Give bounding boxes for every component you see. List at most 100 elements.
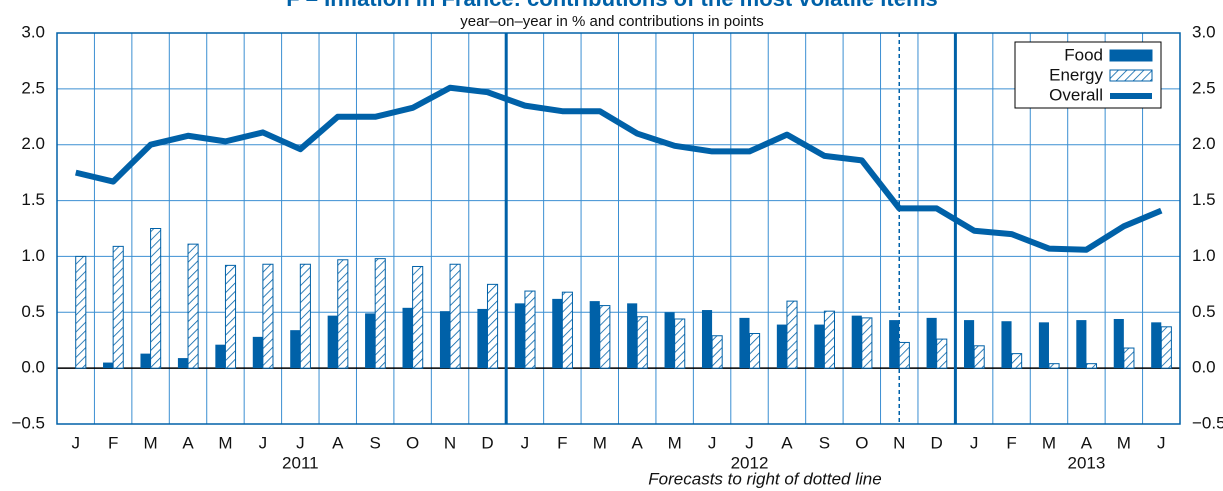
bar <box>524 290 536 369</box>
bar <box>674 318 686 369</box>
x-tick-label: J <box>259 433 268 452</box>
x-tick-label: A <box>632 433 644 452</box>
bar <box>103 362 114 369</box>
bar <box>1123 347 1135 369</box>
y-tick-label: 3.0 <box>21 22 45 41</box>
bar <box>327 315 338 369</box>
bar <box>365 313 376 369</box>
legend-swatch <box>1109 49 1153 62</box>
bar <box>749 333 761 369</box>
bar <box>402 307 413 369</box>
x-tick-label: J <box>708 433 717 452</box>
y-tick-label-right: 2.0 <box>1192 134 1216 153</box>
footnote: Forecasts to right of dotted line <box>648 469 881 488</box>
y-tick-label-right: −0.5 <box>1192 413 1223 432</box>
line <box>75 84 1163 253</box>
y-tick-label: 1.5 <box>21 190 45 209</box>
bar <box>449 263 461 369</box>
bar <box>898 341 910 369</box>
y-tick-label-right: 3.0 <box>1192 22 1216 41</box>
bar <box>412 265 424 369</box>
x-tick-label: M <box>218 433 232 452</box>
x-tick-label: M <box>1117 433 1131 452</box>
bar <box>262 263 274 369</box>
y-tick-label-right: 1.0 <box>1192 246 1216 265</box>
bar <box>599 305 611 369</box>
x-tick-label: A <box>1081 433 1093 452</box>
bar <box>664 312 675 369</box>
x-tick-label: J <box>970 433 979 452</box>
legend-label: Food <box>1064 45 1103 64</box>
x-tick-label: M <box>143 433 157 452</box>
y-tick-label-right: 0.5 <box>1192 302 1216 321</box>
bar <box>739 317 750 369</box>
x-tick-label: N <box>893 433 905 452</box>
y-tick-label: −0.5 <box>11 413 45 432</box>
y-tick-label: 1.0 <box>21 246 45 265</box>
bar <box>814 324 825 369</box>
bar <box>337 259 349 369</box>
bar <box>1011 353 1023 369</box>
x-tick-label: J <box>1157 433 1166 452</box>
legend-label: Energy <box>1049 65 1103 84</box>
bar <box>701 310 713 369</box>
subtitle: year–on–year in % and contributions in p… <box>460 13 764 30</box>
bar <box>1085 363 1098 369</box>
bar <box>1038 322 1049 369</box>
x-tick-label: J <box>745 433 754 452</box>
bar <box>187 243 199 369</box>
bar <box>823 310 835 369</box>
legend-label: Overall <box>1049 85 1103 104</box>
bar <box>1113 318 1124 369</box>
bar <box>224 264 237 369</box>
x-tick-label: D <box>481 433 493 452</box>
y-tick-label-right: 2.5 <box>1192 78 1216 97</box>
bar <box>75 255 87 369</box>
y-tick-label: 2.5 <box>21 78 45 97</box>
x-tick-label: A <box>332 433 344 452</box>
x-tick-label: O <box>855 433 868 452</box>
bar <box>514 303 525 369</box>
x-tick-label: S <box>819 433 830 452</box>
year-label: 2013 <box>1068 453 1106 472</box>
bar <box>627 303 638 369</box>
year-label: 2012 <box>731 453 769 472</box>
x-tick-label: M <box>1042 433 1056 452</box>
y-tick-label-right: 1.5 <box>1192 190 1216 209</box>
y-tick-label: 0.5 <box>21 302 45 321</box>
y-tick-label: 2.0 <box>21 134 45 153</box>
bar <box>561 291 573 369</box>
y-tick-label-right: 0.0 <box>1192 358 1216 377</box>
x-tick-label: M <box>668 433 682 452</box>
x-tick-label: M <box>593 433 607 452</box>
year-label: 2011 <box>282 453 319 472</box>
bar <box>290 330 301 369</box>
bar <box>861 317 873 369</box>
bar <box>215 344 226 369</box>
bar <box>973 345 985 369</box>
x-tick-label: N <box>444 433 456 452</box>
bar <box>252 336 263 369</box>
x-tick-label: O <box>406 433 419 452</box>
bar <box>477 308 488 369</box>
y-tick-label: 0.0 <box>21 358 45 377</box>
x-tick-label: S <box>370 433 381 452</box>
bar <box>299 263 311 369</box>
bar <box>486 283 499 369</box>
bar <box>140 353 151 369</box>
x-tick-label: D <box>931 433 943 452</box>
x-tick-label: J <box>521 433 530 452</box>
x-tick-label: J <box>71 433 80 452</box>
bar <box>1001 321 1012 369</box>
x-tick-label: A <box>781 433 793 452</box>
x-tick-label: F <box>1006 433 1016 452</box>
bar <box>964 320 975 369</box>
legend-swatch <box>1109 69 1153 82</box>
bar <box>851 315 862 369</box>
bar <box>1151 322 1162 369</box>
bar <box>786 300 798 369</box>
bar <box>1048 363 1060 369</box>
bar <box>177 358 189 369</box>
bar <box>926 317 937 369</box>
